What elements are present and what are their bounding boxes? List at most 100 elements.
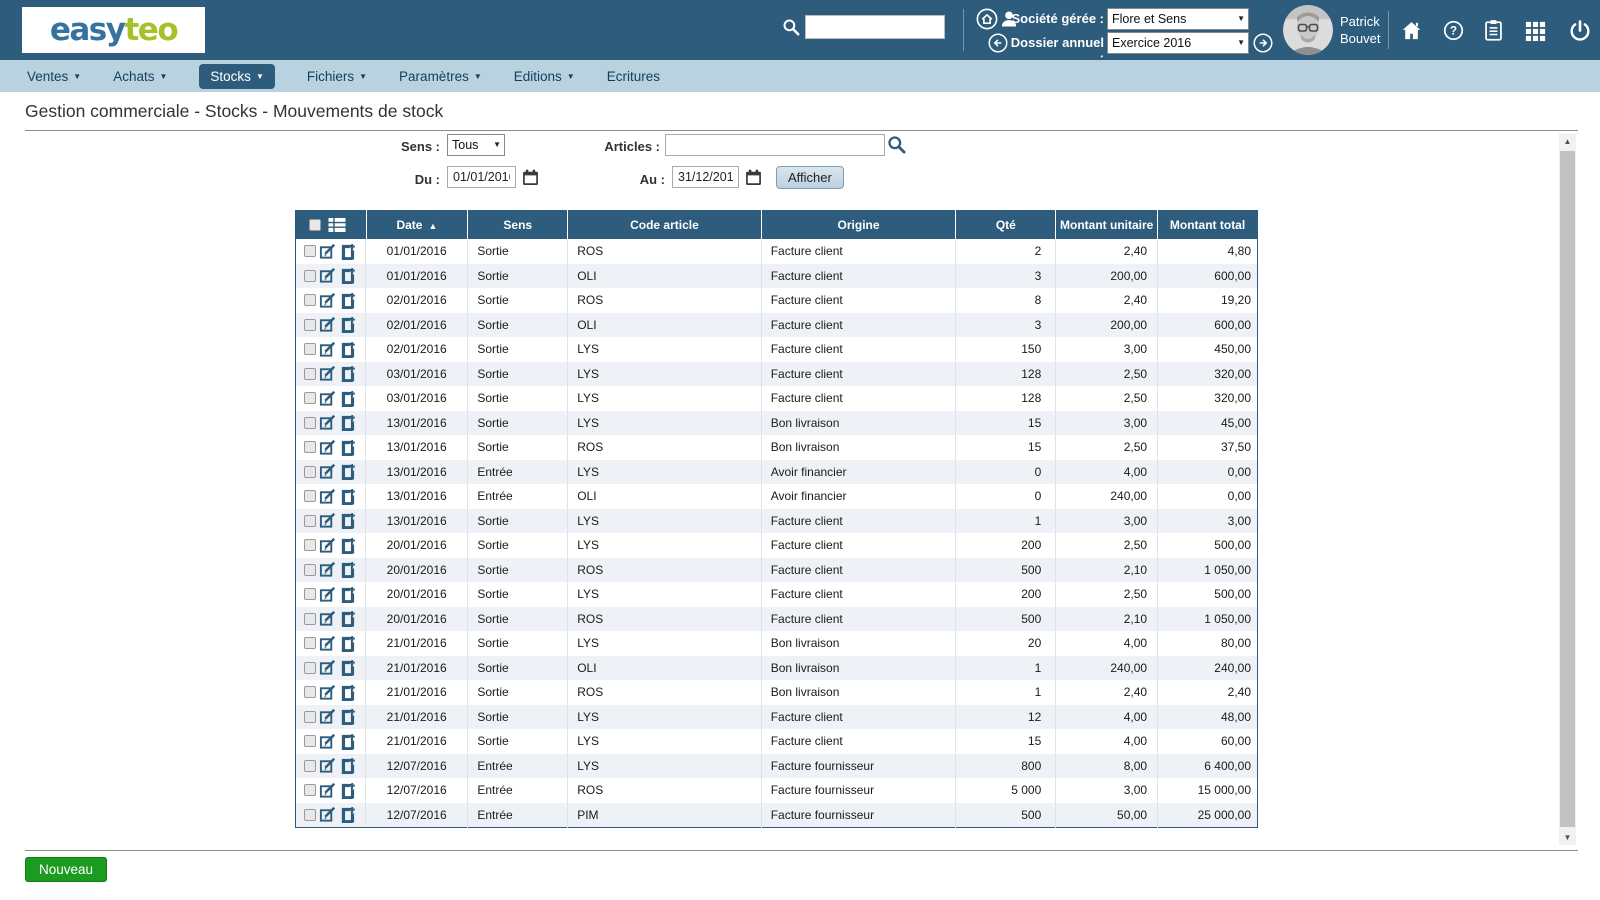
row-checkbox[interactable]: [304, 367, 316, 380]
edit-icon[interactable]: [319, 439, 336, 456]
row-checkbox[interactable]: [304, 514, 316, 527]
edit-icon[interactable]: [319, 806, 336, 823]
row-checkbox[interactable]: [304, 735, 316, 748]
edit-icon[interactable]: [319, 561, 336, 578]
duplicate-icon[interactable]: [339, 390, 356, 407]
edit-icon[interactable]: [319, 463, 336, 480]
row-checkbox[interactable]: [304, 563, 316, 576]
column-header-montant-unitaire[interactable]: Montant unitaire: [1055, 210, 1159, 239]
edit-icon[interactable]: [319, 488, 336, 505]
scrollbar-up-button[interactable]: ▲: [1559, 133, 1576, 149]
nav-item-ventes[interactable]: Ventes ▼: [27, 69, 81, 84]
duplicate-icon[interactable]: [339, 316, 356, 334]
duplicate-icon[interactable]: [339, 292, 356, 309]
edit-icon[interactable]: [319, 610, 336, 627]
column-header-qte[interactable]: Qté: [955, 210, 1057, 239]
row-checkbox[interactable]: [304, 539, 316, 552]
nav-item-fichiers[interactable]: Fichiers ▼: [307, 69, 367, 84]
select-all-checkbox[interactable]: [309, 218, 321, 231]
nav-item-stocks[interactable]: Stocks ▼: [199, 63, 275, 89]
duplicate-icon[interactable]: [339, 610, 356, 628]
nouveau-button[interactable]: Nouveau: [25, 857, 108, 882]
duplicate-icon[interactable]: [339, 561, 356, 579]
global-search-input[interactable]: [805, 15, 945, 39]
row-checkbox[interactable]: [304, 269, 316, 282]
home-circle-icon[interactable]: [976, 8, 998, 30]
duplicate-icon[interactable]: [339, 488, 356, 505]
table-grid-icon[interactable]: [328, 217, 346, 233]
notes-icon[interactable]: [1483, 19, 1504, 42]
calendar-icon[interactable]: [522, 169, 539, 186]
du-date-input[interactable]: [447, 166, 516, 188]
nav-item-paramètres[interactable]: Paramètres ▼: [399, 69, 482, 84]
row-checkbox[interactable]: [304, 808, 316, 821]
articles-search-icon[interactable]: [887, 135, 906, 154]
edit-icon[interactable]: [319, 659, 336, 676]
calendar-icon[interactable]: [745, 169, 762, 186]
duplicate-icon[interactable]: [339, 537, 356, 554]
duplicate-icon[interactable]: [339, 463, 356, 481]
row-checkbox[interactable]: [304, 612, 316, 625]
avatar[interactable]: [1283, 5, 1333, 55]
row-checkbox[interactable]: [304, 686, 316, 699]
duplicate-icon[interactable]: [339, 684, 356, 701]
edit-icon[interactable]: [319, 733, 336, 750]
duplicate-icon[interactable]: [339, 341, 356, 358]
column-header-origine[interactable]: Origine: [761, 210, 957, 239]
duplicate-icon[interactable]: [339, 439, 356, 456]
articles-input[interactable]: [665, 134, 885, 156]
societe-select[interactable]: Flore et Sens: [1107, 8, 1249, 30]
edit-icon[interactable]: [319, 635, 336, 652]
duplicate-icon[interactable]: [339, 243, 356, 260]
duplicate-icon[interactable]: [339, 806, 356, 824]
row-checkbox[interactable]: [304, 465, 316, 478]
edit-icon[interactable]: [319, 537, 336, 554]
edit-icon[interactable]: [319, 512, 336, 529]
column-header-sens[interactable]: Sens: [467, 210, 569, 239]
edit-icon[interactable]: [319, 316, 336, 333]
duplicate-icon[interactable]: [339, 414, 356, 432]
power-icon[interactable]: [1568, 19, 1592, 43]
duplicate-icon[interactable]: [339, 267, 356, 285]
row-checkbox[interactable]: [304, 392, 316, 405]
au-date-input[interactable]: [672, 166, 739, 188]
row-checkbox[interactable]: [304, 245, 316, 258]
edit-icon[interactable]: [319, 292, 336, 309]
edit-icon[interactable]: [319, 365, 336, 382]
home-icon[interactable]: [1400, 19, 1423, 42]
edit-icon[interactable]: [319, 414, 336, 431]
help-icon[interactable]: ?: [1443, 20, 1464, 41]
row-checkbox[interactable]: [304, 441, 316, 454]
edit-icon[interactable]: [319, 757, 336, 774]
scrollbar-down-button[interactable]: ▼: [1559, 829, 1576, 845]
row-checkbox[interactable]: [304, 637, 316, 650]
app-logo[interactable]: easy teo: [22, 7, 205, 53]
row-checkbox[interactable]: [304, 318, 316, 331]
row-checkbox[interactable]: [304, 784, 316, 797]
duplicate-icon[interactable]: [339, 708, 356, 726]
row-checkbox[interactable]: [304, 661, 316, 674]
row-checkbox[interactable]: [304, 416, 316, 429]
sens-select[interactable]: Tous: [447, 134, 505, 156]
duplicate-icon[interactable]: [339, 512, 356, 530]
edit-icon[interactable]: [319, 390, 336, 407]
duplicate-icon[interactable]: [339, 733, 356, 750]
arrow-right-circle-icon[interactable]: [1253, 33, 1273, 53]
row-checkbox[interactable]: [304, 294, 316, 307]
row-checkbox[interactable]: [304, 490, 316, 503]
row-checkbox[interactable]: [304, 759, 316, 772]
row-checkbox[interactable]: [304, 710, 316, 723]
duplicate-icon[interactable]: [339, 782, 356, 799]
dossier-select[interactable]: Exercice 2016: [1107, 32, 1249, 54]
edit-icon[interactable]: [319, 684, 336, 701]
apps-grid-icon[interactable]: [1524, 19, 1547, 42]
scrollbar-thumb[interactable]: [1560, 151, 1575, 827]
edit-icon[interactable]: [319, 708, 336, 725]
duplicate-icon[interactable]: [339, 586, 356, 603]
nav-item-ecritures[interactable]: Ecritures: [607, 69, 660, 84]
arrow-left-circle-icon[interactable]: [988, 33, 1008, 53]
edit-icon[interactable]: [319, 243, 336, 260]
row-checkbox[interactable]: [304, 588, 316, 601]
edit-icon[interactable]: [319, 586, 336, 603]
edit-icon[interactable]: [319, 782, 336, 799]
